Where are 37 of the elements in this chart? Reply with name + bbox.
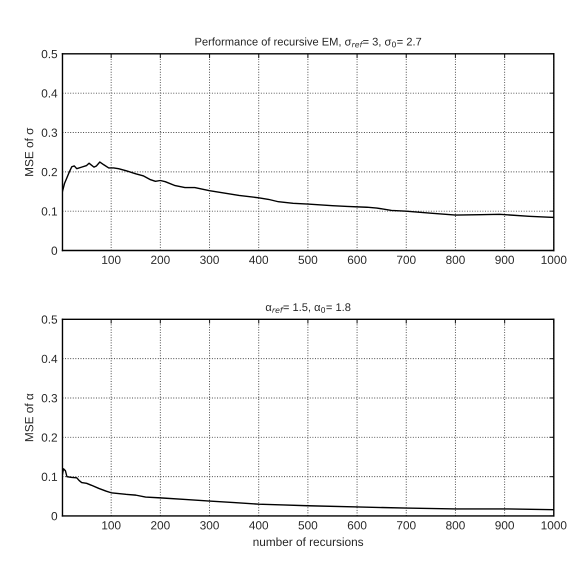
x-tick-label: 800 [446,521,465,530]
x-tick-label: 300 [200,256,219,264]
x-axis-title: number of recursions [253,537,364,546]
y-tick-label: 0.4 [42,89,58,98]
x-tick-label: 700 [397,256,416,264]
x-tick-label: 400 [249,256,268,264]
y-axis-title: MSE of α [24,394,34,442]
y-tick-label: 0.2 [42,433,58,442]
y-tick-label: 0.2 [42,168,58,176]
y-tick-label: 0 [52,246,58,255]
chart-title: Performance of recursive EM, σ$_{ref}$= 3, σ$_{0}$= 2.7 [195,37,422,48]
x-tick-label: 100 [102,256,121,264]
x-tick-label: 900 [495,521,514,530]
x-tick-label: 500 [298,256,318,264]
x-tick-label: 200 [151,521,170,530]
y-tick-label: 0.5 [42,50,58,58]
y-tick-label: 0.3 [42,128,58,137]
x-tick-label: 300 [200,521,219,530]
y-axis-title: MSE of σ [24,128,34,176]
x-tick-label: 500 [298,521,318,530]
x-tick-label: 200 [151,256,170,264]
x-tick-label: 600 [348,521,366,530]
y-tick-label: 0.5 [42,315,58,324]
x-tick-label: 1000 [542,521,566,530]
x-tick-label: 600 [348,256,366,264]
x-tick-label: 1000 [542,256,566,264]
y-tick-label: 0.1 [42,472,58,482]
x-tick-label: 700 [397,521,416,530]
x-tick-label: 400 [249,521,268,530]
y-tick-label: 0 [52,512,58,520]
y-tick-label: 0.3 [42,394,58,402]
y-tick-label: 0.1 [42,207,58,216]
x-tick-label: 800 [446,256,465,264]
x-tick-label: 100 [102,521,121,530]
x-tick-label: 900 [495,256,514,264]
y-tick-label: 0.4 [42,354,58,364]
chart-title: α$_{ref}$= 1.5, α$_{0}$= 1.8 [266,303,350,313]
